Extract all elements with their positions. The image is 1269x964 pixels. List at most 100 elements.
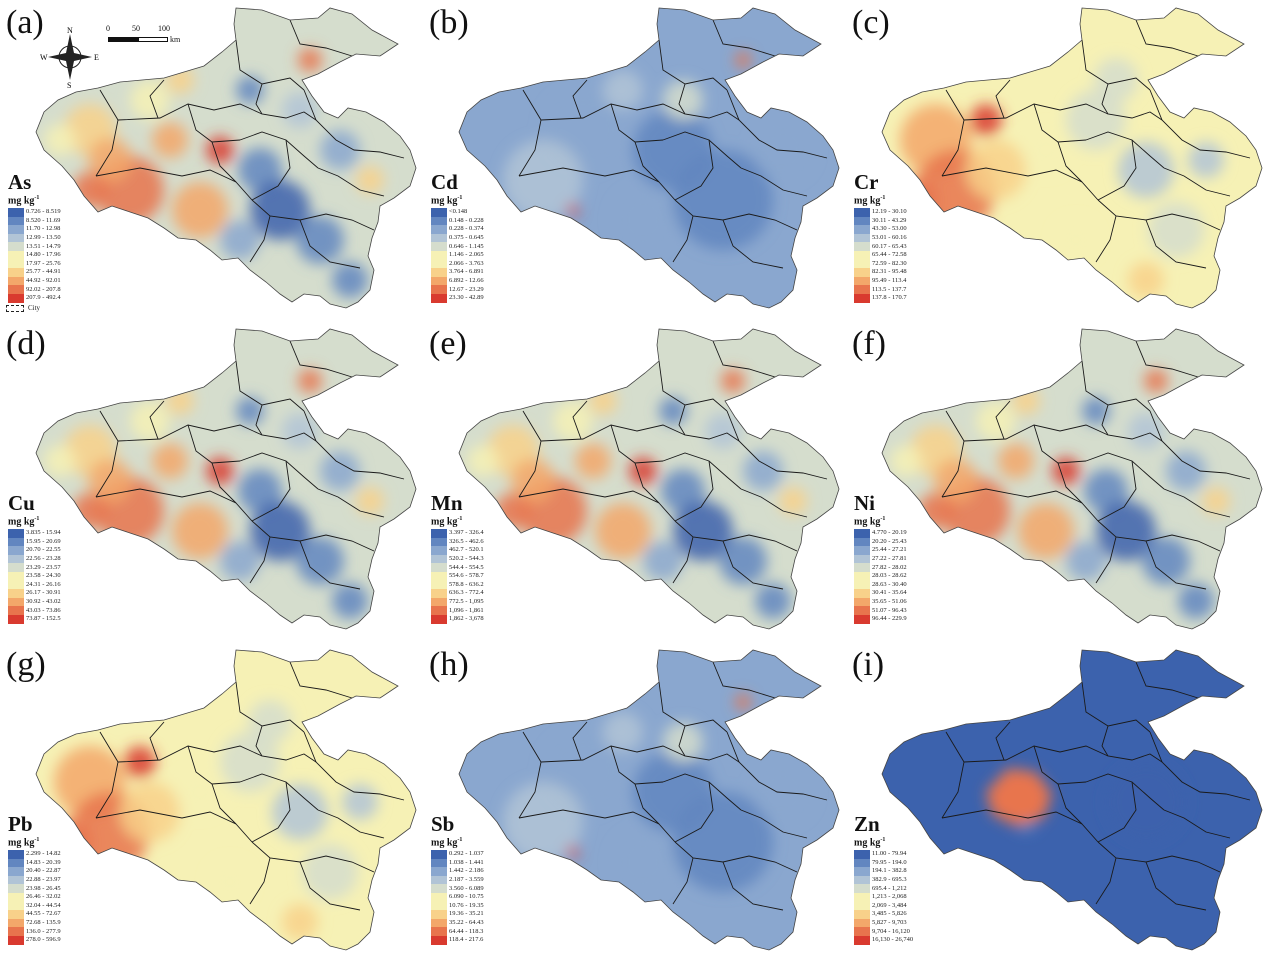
scale-tick-label: 50 [132, 24, 140, 33]
legend-row: 72.59 - 82.30 [854, 259, 907, 269]
concentration-patch [238, 148, 282, 192]
legend-swatch [431, 554, 447, 564]
concentration-patch [248, 700, 292, 744]
legend-swatch [431, 858, 447, 868]
city-boundary [672, 536, 694, 584]
legend-class-label: 4.770 - 20.19 [872, 529, 907, 537]
unit-label: mg kg-1 [431, 195, 463, 207]
city-boundary [1163, 167, 1231, 197]
legend-row: 3.835 - 15.94 [8, 529, 61, 538]
legend-row: 207.9 - 492.4 [8, 293, 61, 303]
legend-class-label: 95.49 - 113.4 [872, 277, 907, 285]
city-boundary [1135, 661, 1199, 699]
legend-row: 20.20 - 25.43 [854, 537, 907, 547]
legend-swatch [431, 216, 447, 226]
concentration-patch [719, 537, 767, 585]
city-boundary [1101, 404, 1163, 442]
city-boundary [1095, 536, 1117, 584]
concentration-patch [302, 844, 358, 900]
legend-class-label: 1,862 - 3,678 [449, 615, 484, 623]
city-boundary [1097, 139, 1137, 201]
legend-class-label: 382.9 - 695.3 [872, 876, 907, 884]
legend-row: 9,704 - 16,120 [854, 927, 913, 936]
city-boundary [1097, 199, 1221, 231]
legend-class-label: 26.17 - 30.91 [26, 589, 61, 597]
concentration-patch [970, 104, 1002, 136]
city-boundary [187, 103, 241, 143]
province-outline [35, 7, 417, 309]
legend-class-label: 695.4 - 1,212 [872, 884, 907, 892]
concentration-patch [575, 443, 611, 479]
legend-row: 72.68 - 135.9 [8, 918, 61, 928]
city-boundary [211, 462, 237, 504]
legend-row: 27.22 - 27.81 [854, 554, 907, 564]
panel-letter: (g) [6, 646, 46, 683]
legend-row: 26.17 - 30.91 [8, 589, 61, 598]
city-boundary [672, 857, 694, 905]
city-boundary [303, 89, 405, 159]
city-boundary [674, 781, 714, 843]
legend-class-label: 0.292 - 1.037 [449, 850, 484, 858]
legend-row: 44.92 - 92.01 [8, 276, 61, 286]
element-label: Cr [854, 170, 879, 194]
legend: 12.19 - 30.10 30.11 - 43.29 43.30 - 53.00 5… [854, 208, 907, 303]
city-boundary [211, 141, 237, 183]
city-boundary [1033, 103, 1087, 143]
legend-swatch [8, 563, 24, 572]
legend-class-label: 17.97 - 25.76 [26, 259, 61, 267]
concentration-patch [743, 451, 783, 491]
concentration-patch [342, 784, 378, 820]
legend-row: 28.03 - 28.62 [854, 571, 907, 581]
legend-class-label: 20.20 - 25.43 [872, 537, 907, 545]
legend-class-label: 23.58 - 24.30 [26, 572, 61, 580]
legend-row: 25.77 - 44.91 [8, 268, 61, 277]
panel-letter: (h) [429, 646, 469, 683]
city-boundary [289, 340, 353, 378]
city-boundary [722, 219, 784, 269]
concentration-patch [206, 457, 234, 485]
concentration-patch [890, 445, 922, 477]
legend-row: 1,213 - 2,068 [854, 892, 913, 902]
concentration-patch [467, 445, 499, 477]
unit-label: mg kg-1 [854, 516, 886, 528]
legend-class-label: 6.892 - 12.66 [449, 277, 484, 285]
province-outline [458, 649, 840, 951]
legend-class-label: 5,827 - 9,703 [872, 919, 907, 927]
province-map [881, 7, 1263, 309]
city-boundary [1095, 857, 1117, 905]
city-boundary [518, 731, 542, 819]
legend-class-label: 19.36 - 35.21 [449, 910, 484, 918]
legend: 0.726 - 8.519 8.520 - 11.69 11.70 - 12.98 1… [8, 208, 61, 303]
legend-class-label: 44.92 - 92.01 [26, 277, 61, 285]
legend-row: 30.41 - 35.64 [854, 589, 907, 598]
concentration-patch [356, 487, 384, 515]
concentration-patch [643, 541, 683, 581]
legend-class-label: 15.95 - 20.69 [26, 537, 61, 545]
legend-class-label: 23.98 - 26.45 [26, 884, 61, 892]
province-outline [35, 649, 417, 951]
city-boundary [317, 488, 385, 518]
unit-label: mg kg-1 [854, 837, 886, 849]
legend-swatch [854, 935, 870, 945]
concentration-patch [1128, 262, 1164, 298]
city-boundary [251, 199, 375, 231]
legend-row: 544.4 - 554.5 [431, 563, 484, 572]
legend-row: 10.76 - 19.35 [431, 901, 484, 911]
legend-class-label: 82.31 - 95.48 [872, 268, 907, 276]
city-boundary [726, 731, 828, 801]
concentration-patch [1082, 397, 1110, 425]
legend-row: 3.764 - 6.891 [431, 268, 484, 277]
legend-row: 43.30 - 53.00 [854, 225, 907, 234]
legend-swatch [8, 884, 24, 893]
city-boundary-legend: City [6, 304, 40, 312]
city-boundary [995, 79, 1011, 119]
province-map [35, 328, 417, 630]
legend-swatch [8, 216, 24, 226]
legend-swatch [8, 242, 24, 251]
concentration-patch [1066, 541, 1106, 581]
legend-swatch [8, 546, 24, 555]
legend-row: 2.299 - 14.82 [8, 850, 61, 859]
legend-row: 73.87 - 152.5 [8, 614, 61, 624]
legend-swatch [854, 606, 870, 615]
legend-row: 8.520 - 11.69 [8, 216, 61, 226]
